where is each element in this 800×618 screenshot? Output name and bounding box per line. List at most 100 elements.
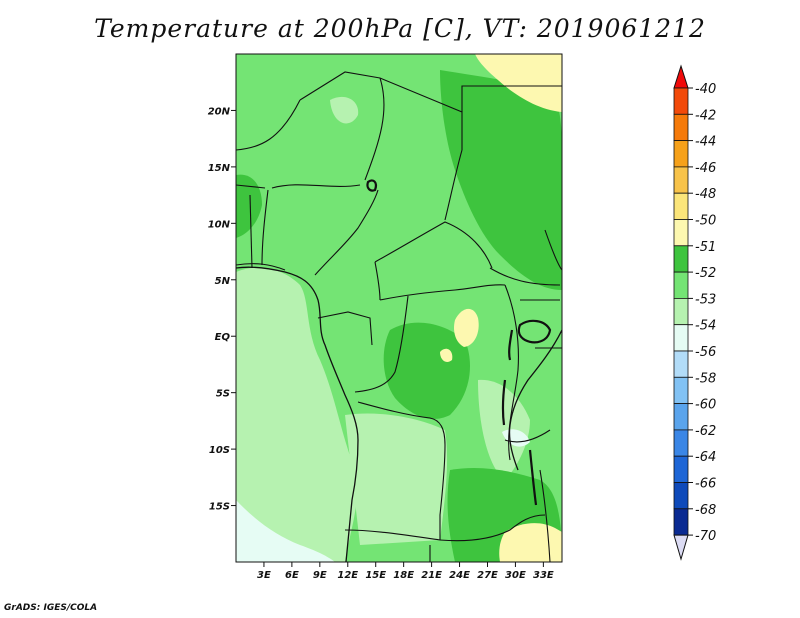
lon-tick-label: 12E (337, 570, 358, 581)
lat-tick-label: EQ (215, 332, 231, 343)
colorbar-label: -62 (695, 424, 716, 439)
colorbar-label: -46 (695, 161, 716, 176)
lon-tick-label: 15E (365, 570, 386, 581)
colorbar-swatch (673, 482, 689, 510)
lat-tick-label: 5S (216, 389, 230, 400)
lon-tick-label: 3E (257, 570, 271, 581)
colorbar-swatch (673, 87, 689, 115)
colorbar-label: -60 (695, 398, 716, 413)
temperature-field (236, 54, 562, 562)
border-congo-drc (354, 295, 409, 393)
lake-victoria (517, 319, 552, 344)
border-ethiopia (544, 229, 562, 271)
border-niger-chad (364, 77, 385, 181)
field-cold-zone-east (478, 379, 530, 480)
lat-axis: 20N 15N 10N 5N EQ 5S 10S 15S (208, 106, 236, 513)
coastline-west-africa (236, 266, 359, 562)
lat-tick-label: 20N (208, 106, 231, 117)
field-warm-zone-center (383, 322, 470, 419)
lon-tick-label: 18E (393, 570, 414, 581)
colorbar-swatch (673, 219, 689, 247)
colorbar-swatch (673, 192, 689, 220)
border-nigeria-cameroon (314, 189, 379, 276)
border-zambia-south (439, 514, 546, 542)
border-egypt (461, 85, 562, 112)
colorbar-swatch (673, 455, 689, 483)
colorbar-arrow-top (673, 64, 689, 89)
border-drc-angola (357, 401, 446, 446)
country-borders (236, 71, 562, 562)
lat-tick-label: 10N (208, 219, 231, 230)
colorbar-swatch (673, 376, 689, 404)
lakes (366, 179, 552, 506)
lat-tick-label: 5N (215, 276, 231, 287)
lon-tick-label: 9E (313, 570, 327, 581)
field-hot-spot-northeast (475, 54, 562, 112)
field-cold-zone-south (345, 413, 448, 545)
lat-tick-label: 10S (209, 445, 230, 456)
colorbar-label: -52 (695, 266, 716, 281)
border-chad-sudan (444, 149, 463, 221)
colorbar-swatch (673, 166, 689, 194)
colorbar-label: -53 (695, 292, 716, 307)
field-hot-spot-southeast (499, 523, 562, 562)
field-cold-zone-west (236, 267, 358, 562)
border-tanzania (504, 429, 551, 443)
colorbar-label: -44 (695, 135, 716, 150)
colorbar-label: -58 (695, 371, 716, 386)
colorbar-swatch (673, 271, 689, 299)
lon-axis: 3E 6E 9E 12E 15E 18E 21E 24E 27E 30E 33E (257, 562, 554, 581)
coastline (236, 266, 562, 562)
lake-chad (366, 179, 377, 192)
colorbar-swatch (673, 403, 689, 431)
colorbar-label: -50 (695, 214, 716, 229)
colorbar-swatch (673, 508, 689, 536)
colorbar-label: -68 (695, 503, 716, 518)
border-chad-car (374, 221, 493, 269)
page-title: Temperature at 200hPa [C], VT: 201906121… (94, 14, 706, 43)
colorbar-swatch (673, 297, 689, 326)
colorbar-swatch (673, 324, 689, 352)
border-north-mali (236, 99, 301, 151)
border-gabon (317, 311, 373, 346)
border-algeria-niger (299, 71, 381, 101)
lon-tick-label: 6E (285, 570, 299, 581)
colorbar-label: -54 (695, 319, 716, 334)
lat-tick-label: 15S (209, 502, 230, 513)
colorbar-swatch (673, 140, 689, 168)
border-mozambique (539, 469, 551, 562)
colorbar-swatch (673, 245, 689, 273)
lon-tick-label: 27E (477, 570, 498, 581)
lon-tick-label: 24E (449, 570, 470, 581)
colorbar-swatch (673, 113, 689, 142)
lake-albert (508, 329, 514, 361)
field-warm-zone-northeast (440, 70, 562, 290)
border-ghana-bf (236, 184, 266, 189)
colorbar-arrow-bottom (673, 534, 689, 561)
lon-tick-label: 21E (421, 570, 442, 581)
border-car-south (379, 284, 506, 301)
field-warm-zone-west (236, 174, 262, 238)
map-frame (235, 53, 563, 563)
border-togo (249, 194, 253, 269)
lon-tick-label: 30E (505, 570, 526, 581)
field-cold-zone-north (330, 96, 359, 124)
field-hot-spot-center (454, 308, 479, 347)
field-coldest-zone (236, 500, 335, 562)
colorbar-label: -66 (695, 477, 716, 492)
border-angola-zambia (439, 444, 446, 540)
field-hot-spot-small (440, 348, 453, 363)
border-sudan-south (489, 267, 561, 286)
colorbar-swatch (673, 350, 689, 378)
coastline-east-africa (508, 329, 562, 471)
colorbar-label: -40 (695, 82, 716, 97)
colorbar-label: -56 (695, 345, 716, 360)
credit-text: GrADS: IGES/COLA (4, 603, 98, 613)
border-benin (261, 189, 269, 266)
field-cold-zone-patch (268, 454, 330, 491)
colorbar-swatch (673, 429, 689, 457)
colorbar: -40 -42 -44 -46 -48 -50 -51 -52 -53 -54 -56 -58 -60 -… (673, 64, 716, 561)
lake-tanganyika (501, 379, 507, 426)
colorbar-label: -48 (695, 187, 716, 202)
